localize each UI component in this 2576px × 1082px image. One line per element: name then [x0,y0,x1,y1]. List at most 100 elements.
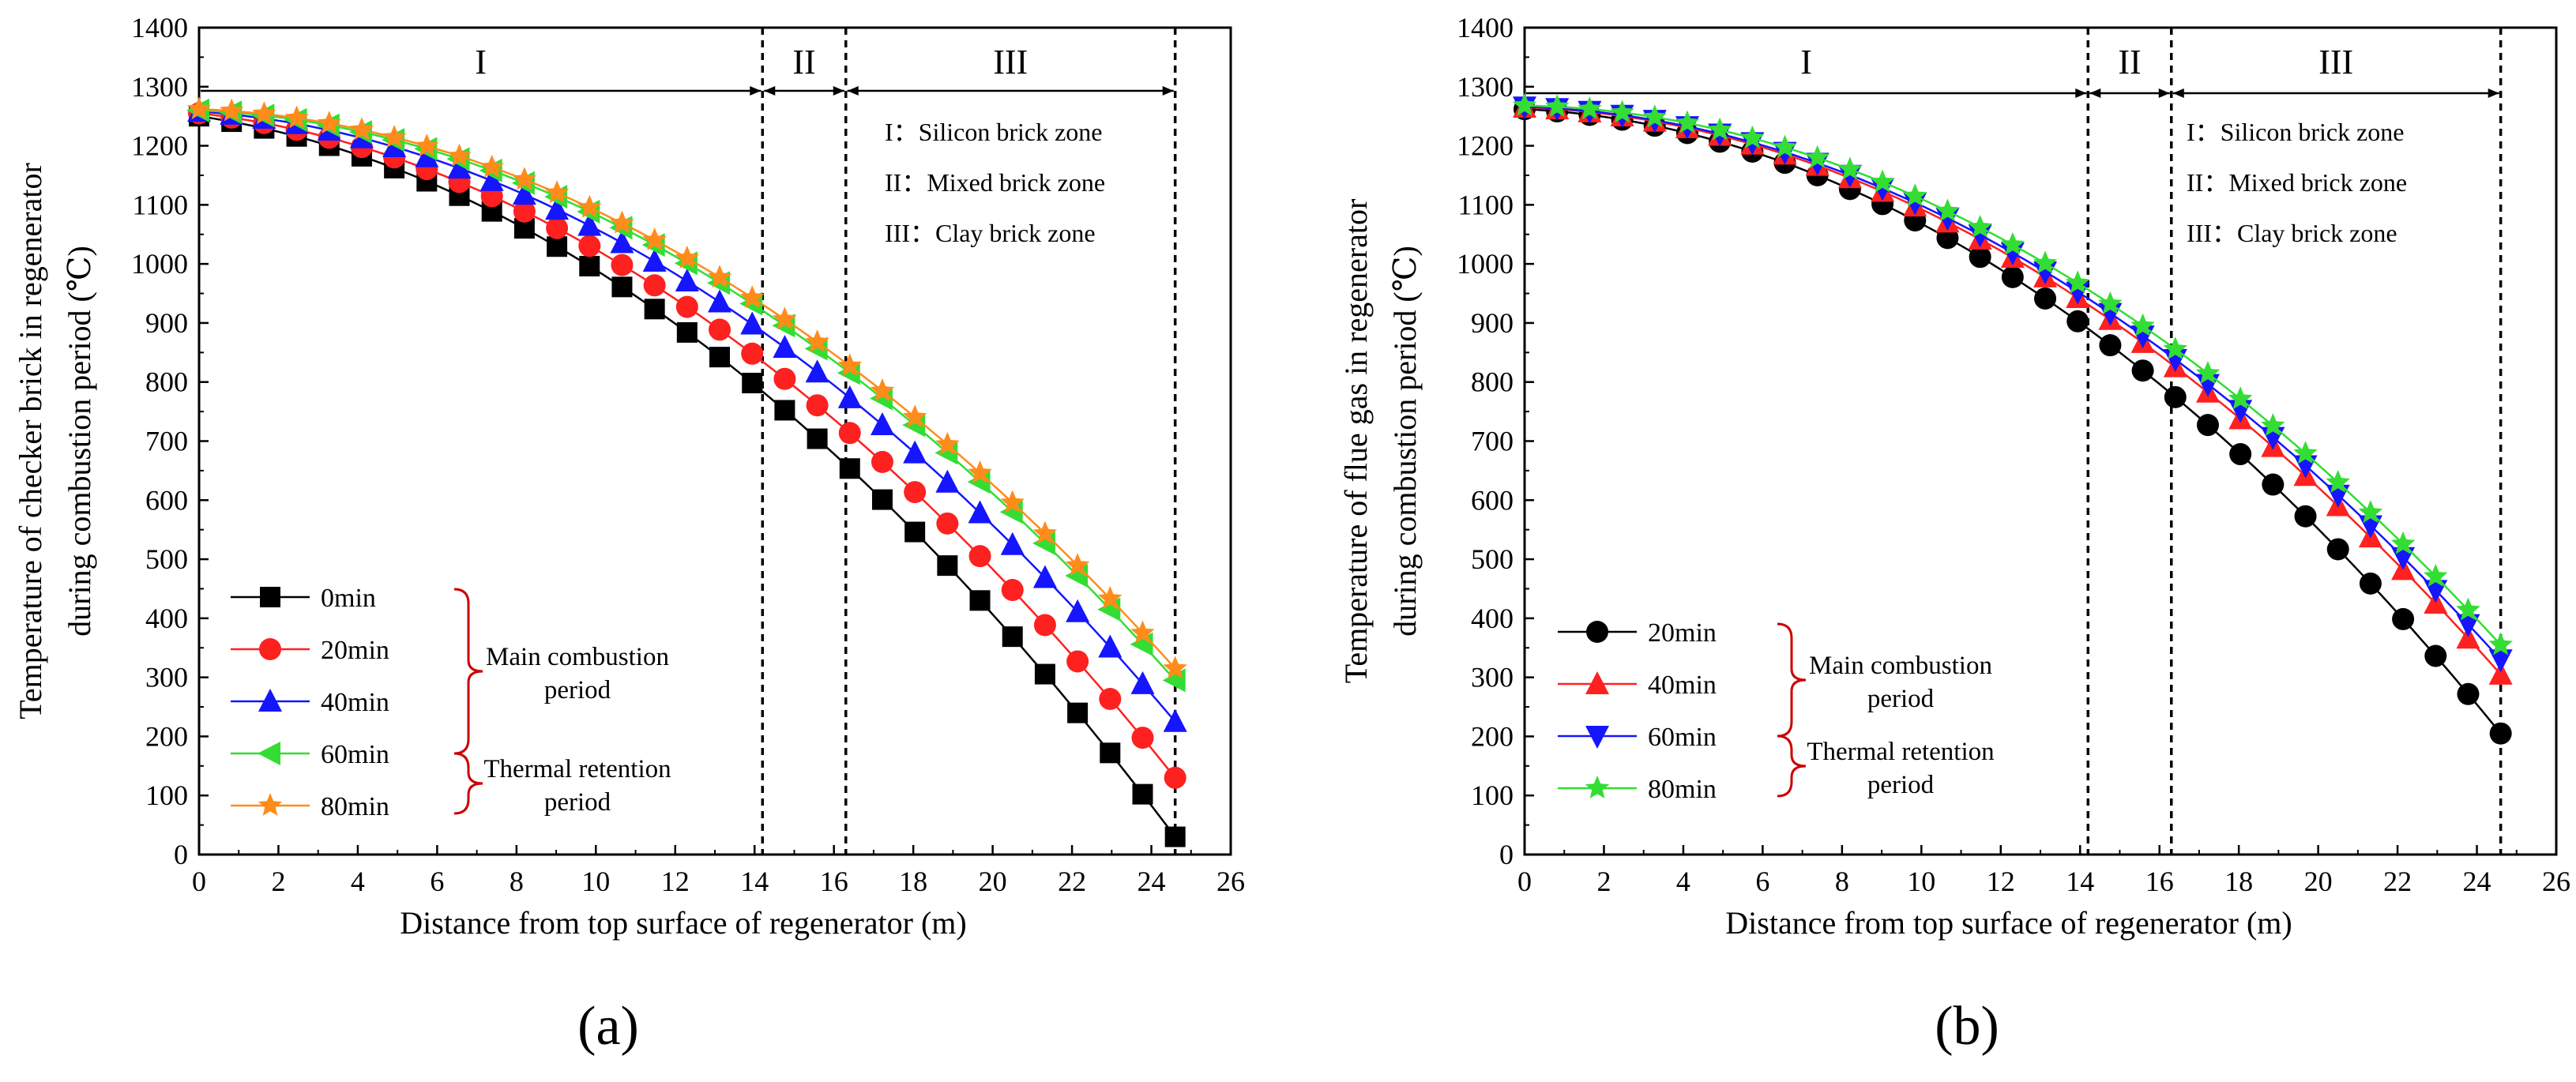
data-point [1675,110,1700,133]
data-point [2195,361,2221,384]
y-tick-label: 900 [1471,307,1514,339]
zone-arrow-head [847,86,859,96]
panel-caption: (b) [1935,996,1999,1057]
data-point [578,235,601,257]
data-point [837,353,862,377]
data-point [1642,104,1667,128]
data-point [904,481,927,504]
x-tick-label: 20 [979,866,1007,897]
data-point [1163,708,1187,732]
data-point [740,285,765,308]
data-point [805,329,829,352]
data-point [1512,92,1537,116]
data-point [1032,565,1057,588]
zone-note: I：Silicon brick zone [2187,118,2405,146]
legend-marker [258,689,282,712]
data-point [1968,215,1992,238]
data-point [2358,500,2383,524]
x-tick-label: 10 [581,866,610,897]
legend-marker [1585,726,1609,749]
x-tick-label: 6 [1755,866,1769,897]
series-80min [186,96,1187,679]
legend-label: 40min [1648,671,1717,700]
legend-label: 20min [1648,618,1717,648]
data-point [2163,336,2187,360]
data-point [1131,727,1154,750]
y-tick-label: 1100 [1457,189,1514,220]
x-tick-label: 14 [2066,866,2094,897]
data-point [2001,265,2024,288]
y-tick-label: 1000 [1457,248,1514,280]
data-point [415,133,439,156]
panel-b: 0 2 4 6 8 10 12 14 16 18 20 22 24 2601002003004005006… [1338,12,2570,1057]
zone-arrow-head [2158,88,2170,98]
x-tick-label: 6 [430,866,444,897]
x-tick-label: 26 [1217,866,1245,897]
y-tick-label: 0 [174,839,188,870]
x-tick-label: 18 [899,866,927,897]
y-tick-label: 300 [1471,662,1514,693]
x-tick-label: 2 [271,866,285,897]
x-tick-label: 8 [1835,866,1849,897]
y-tick-label: 800 [145,366,188,398]
data-point [220,98,244,122]
data-point [2392,607,2415,630]
data-point [1099,687,1122,710]
data-point [708,289,732,313]
data-point [317,111,341,134]
data-point [1065,553,1090,576]
y-tick-label: 100 [1471,780,1514,811]
x-tick-label: 4 [351,866,365,897]
data-point [611,276,633,298]
legend-marker [1585,671,1609,694]
data-point [2488,661,2513,685]
data-point [1130,671,1155,694]
data-point [2034,287,2057,310]
data-point [545,197,570,220]
data-point [1100,742,1121,764]
zone-label: III [993,43,1028,81]
zone-label: I [1800,43,1812,81]
data-point [1001,579,1024,602]
data-point [937,555,958,577]
data-point [349,117,374,141]
zone-note: III：Clay brick zone [2187,219,2397,247]
data-point [870,378,895,401]
y-tick-label: 500 [1471,543,1514,575]
data-point [1130,620,1155,644]
data-point [2196,414,2219,437]
data-point [2489,722,2512,745]
zone-label: II [792,43,815,81]
data-point [1837,156,1863,180]
zone-note: I：Silicon brick zone [885,118,1103,146]
x-tick-label: 22 [1058,866,1086,897]
data-point [902,404,927,428]
legend-label: 40min [321,688,389,717]
zone-label: III [2318,43,2353,81]
data-point [903,440,927,464]
y-tick-label: 600 [145,484,188,516]
y-tick-label: 300 [145,662,188,693]
data-point [709,318,731,341]
zone-arrow-head [833,86,844,96]
data-point [773,335,797,359]
y-tick-label: 1200 [1457,130,1514,162]
data-point [2424,580,2448,603]
legend-label: 0min [321,584,376,613]
data-point [968,545,991,568]
data-point [284,105,309,129]
data-point [2130,313,2155,336]
data-point [546,216,569,239]
data-point [1067,702,1089,723]
data-point [773,367,796,390]
x-tick-label: 0 [192,866,206,897]
data-point [2261,413,2285,436]
data-point [1066,650,1089,673]
data-point [512,182,536,205]
data-point [579,255,600,276]
data-point [870,411,894,435]
main-period-label: Main combustion [486,643,669,671]
data-point [2424,644,2447,667]
legend-marker [258,742,280,765]
data-point [1000,490,1025,513]
